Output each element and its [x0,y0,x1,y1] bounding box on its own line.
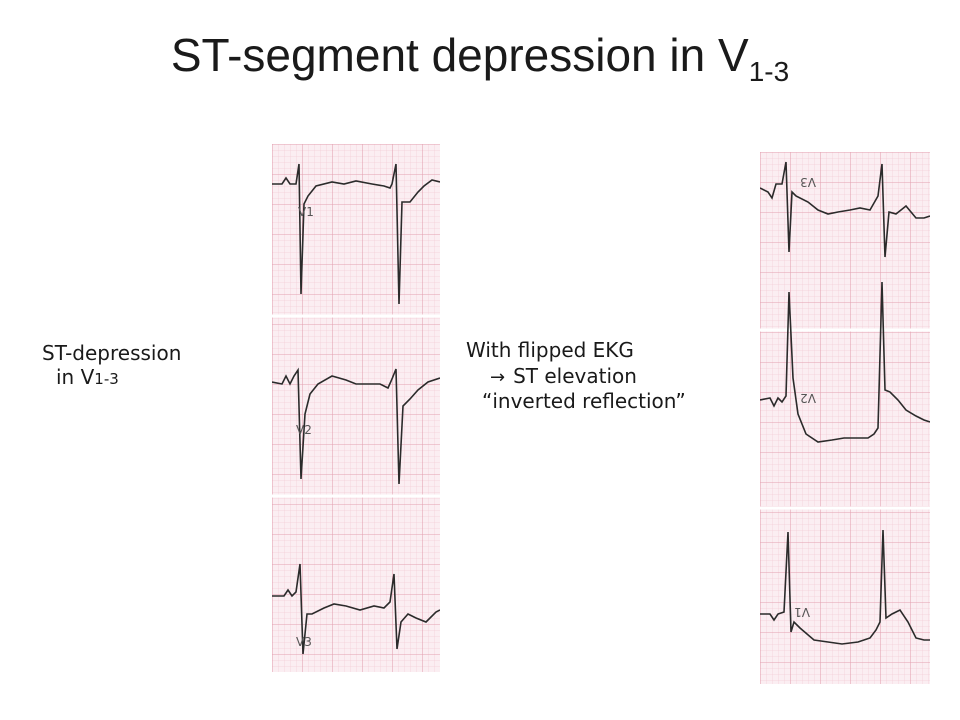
ekg-trace-flipped-v2 [760,281,930,443]
left-caption-line2-subscript: 1-3 [94,369,119,388]
ekg-trace-flipped-v3 [760,161,930,258]
ekg-grid [760,152,930,684]
lead-label: V1 [298,205,314,219]
lead-label: V2 [296,423,312,437]
ekg-trace-v2 [272,367,440,485]
ekg-strip-original: V1 V2 V3 [272,144,440,672]
lead-label: V3 [296,635,312,649]
ekg-trace-v1 [272,163,440,305]
right-caption-line1: With flipped EKG [466,338,634,362]
ekg-trace-v3 [272,563,440,655]
slide-title-subscript: 1-3 [748,56,790,87]
left-caption-line1: ST-depression [42,341,182,365]
lead-label: V3 [800,175,816,189]
ekg-strip-flipped: V3 V2 V1 [760,152,930,684]
slide-title-text: ST-segment depression in V [170,29,749,81]
ekg-grid [272,144,440,672]
right-caption-line2: → ST elevation [466,364,686,390]
right-arrow-icon: → [490,366,506,388]
right-caption-line2-text: ST elevation [513,363,637,388]
left-caption: ST-depression in V1-3 [42,341,182,390]
left-caption-line2-text: in V [56,364,95,389]
ekg-trace-flipped-v1 [760,529,930,645]
lead-label: V2 [800,391,816,405]
slide-title: ST-segment depression in V1-3 [0,28,960,88]
lead-label: V1 [794,605,810,619]
right-caption: With flipped EKG → ST elevation “inverted… [466,338,686,415]
left-caption-line2: in V1-3 [42,364,181,390]
right-caption-line3: “inverted reflection” [482,389,686,414]
